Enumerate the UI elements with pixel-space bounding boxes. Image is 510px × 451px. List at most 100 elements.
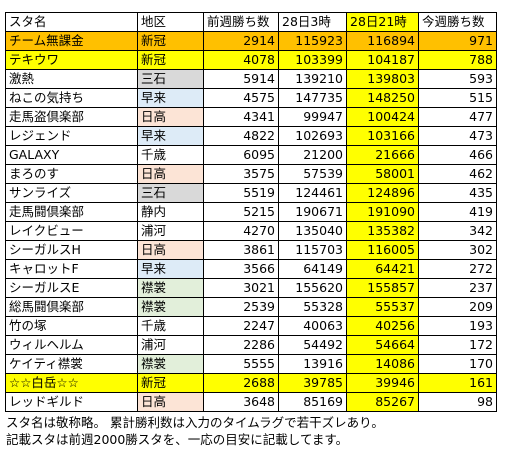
number-cell: 55328	[278, 297, 347, 317]
header-row: スタ名 地区 前週勝ち数 28日3時 28日21時 今週勝ち数	[5, 12, 497, 32]
number-cell: 102693	[278, 126, 347, 146]
number-cell: 155620	[278, 278, 347, 298]
number-cell: 3861	[203, 240, 279, 260]
table-row: チーム無課金 新冠 2914 115923 116894 971	[5, 31, 497, 51]
region-cell: 早来	[137, 126, 204, 146]
number-cell: 135040	[278, 221, 347, 241]
region-cell: 襟裳	[137, 354, 204, 374]
region-cell: 千歳	[137, 145, 204, 165]
number-cell: 104187	[346, 50, 419, 70]
number-cell: 209	[418, 297, 497, 317]
number-cell: 103166	[346, 126, 419, 146]
number-cell: 147735	[278, 88, 347, 108]
region-cell: 静内	[137, 202, 204, 222]
table-row: シーガルスE 襟裳 3021 155620 155857 237	[5, 278, 497, 298]
station-name-cell: ねこの気持ち	[5, 88, 138, 108]
station-name-cell: キャロットF	[5, 259, 138, 279]
number-cell: 170	[418, 354, 497, 374]
table-row: ケイティ襟裳 襟裳 5555 13916 14086 170	[5, 354, 497, 374]
number-cell: 473	[418, 126, 497, 146]
number-cell: 2247	[203, 316, 279, 336]
number-cell: 64421	[346, 259, 419, 279]
station-name-cell: シーガルスH	[5, 240, 138, 260]
number-cell: 139803	[346, 69, 419, 89]
region-cell: 日高	[137, 392, 204, 412]
number-cell: 54492	[278, 335, 347, 355]
station-name-cell: 走馬盗倶楽部	[5, 107, 138, 127]
table-row: レッドギルド 日高 3648 85169 85267 98	[5, 392, 497, 412]
number-cell: 139210	[278, 69, 347, 89]
number-cell: 5519	[203, 183, 279, 203]
table-row: 激熱 三石 5914 139210 139803 593	[5, 69, 497, 89]
region-cell: 新冠	[137, 50, 204, 70]
region-cell: 日高	[137, 164, 204, 184]
table-row: キャロットF 早来 3566 64149 64421 272	[5, 259, 497, 279]
table-row: ねこの気持ち 早来 4575 147735 148250 515	[5, 88, 497, 108]
header-cell: 前週勝ち数	[203, 12, 279, 32]
number-cell: 2688	[203, 373, 279, 393]
table-row: 竹の塚 千歳 2247 40063 40256 193	[5, 316, 497, 336]
table-row: 走馬闘倶楽部 静内 5215 190671 191090 419	[5, 202, 497, 222]
number-cell: 4341	[203, 107, 279, 127]
number-cell: 272	[418, 259, 497, 279]
region-cell: 早来	[137, 259, 204, 279]
number-cell: 115703	[278, 240, 347, 260]
station-name-cell: レイクビュー	[5, 221, 138, 241]
table-row: まろのす 日高 3575 57539 58001 462	[5, 164, 497, 184]
number-cell: 99947	[278, 107, 347, 127]
station-name-cell: 竹の塚	[5, 316, 138, 336]
station-name-cell: ケイティ襟裳	[5, 354, 138, 374]
table-row: テキウワ 新冠 4078 103399 104187 788	[5, 50, 497, 70]
region-cell: 日高	[137, 240, 204, 260]
number-cell: 116894	[346, 31, 419, 51]
number-cell: 302	[418, 240, 497, 260]
station-name-cell: ☆☆白岳☆☆	[5, 373, 138, 393]
number-cell: 21666	[346, 145, 419, 165]
number-cell: 58001	[346, 164, 419, 184]
number-cell: 237	[418, 278, 497, 298]
number-cell: 100424	[346, 107, 419, 127]
region-cell: 千歳	[137, 316, 204, 336]
number-cell: 64149	[278, 259, 347, 279]
header-cell: スタ名	[5, 12, 138, 32]
header-cell: 28日3時	[278, 12, 347, 32]
number-cell: 4078	[203, 50, 279, 70]
table-row: 総馬闘倶楽部 襟裳 2539 55328 55537 209	[5, 297, 497, 317]
number-cell: 40256	[346, 316, 419, 336]
number-cell: 161	[418, 373, 497, 393]
number-cell: 13916	[278, 354, 347, 374]
station-name-cell: ウィルヘルム	[5, 335, 138, 355]
number-cell: 462	[418, 164, 497, 184]
number-cell: 3566	[203, 259, 279, 279]
number-cell: 419	[418, 202, 497, 222]
region-cell: 襟裳	[137, 278, 204, 298]
number-cell: 21200	[278, 145, 347, 165]
region-cell: 三石	[137, 183, 204, 203]
station-name-cell: チーム無課金	[5, 31, 138, 51]
table-row: 走馬盗倶楽部 日高 4341 99947 100424 477	[5, 107, 497, 127]
note-line: 記載スタは前週2000勝スタを、一応の目安に記載してます。	[6, 432, 349, 447]
number-cell: 40063	[278, 316, 347, 336]
station-name-cell: GALAXY	[5, 145, 138, 165]
region-cell: 浦河	[137, 335, 204, 355]
station-name-cell: シーガルスE	[5, 278, 138, 298]
number-cell: 39785	[278, 373, 347, 393]
table-row: レジェンド 早来 4822 102693 103166 473	[5, 126, 497, 146]
number-cell: 6095	[203, 145, 279, 165]
table-row: シーガルスH 日高 3861 115703 116005 302	[5, 240, 497, 260]
number-cell: 55537	[346, 297, 419, 317]
table-row: ☆☆白岳☆☆ 新冠 2688 39785 39946 161	[5, 373, 497, 393]
header-cell: 地区	[137, 12, 204, 32]
number-cell: 85169	[278, 392, 347, 412]
table-header: スタ名 地区 前週勝ち数 28日3時 28日21時 今週勝ち数	[5, 12, 497, 32]
station-name-cell: まろのす	[5, 164, 138, 184]
table-row: ウィルヘルム 浦河 2286 54492 54664 172	[5, 335, 497, 355]
table-row: レイクビュー 浦河 4270 135040 135382 342	[5, 221, 497, 241]
region-cell: 新冠	[137, 31, 204, 51]
number-cell: 2286	[203, 335, 279, 355]
number-cell: 4575	[203, 88, 279, 108]
number-cell: 155857	[346, 278, 419, 298]
number-cell: 39946	[346, 373, 419, 393]
number-cell: 124461	[278, 183, 347, 203]
number-cell: 54664	[346, 335, 419, 355]
